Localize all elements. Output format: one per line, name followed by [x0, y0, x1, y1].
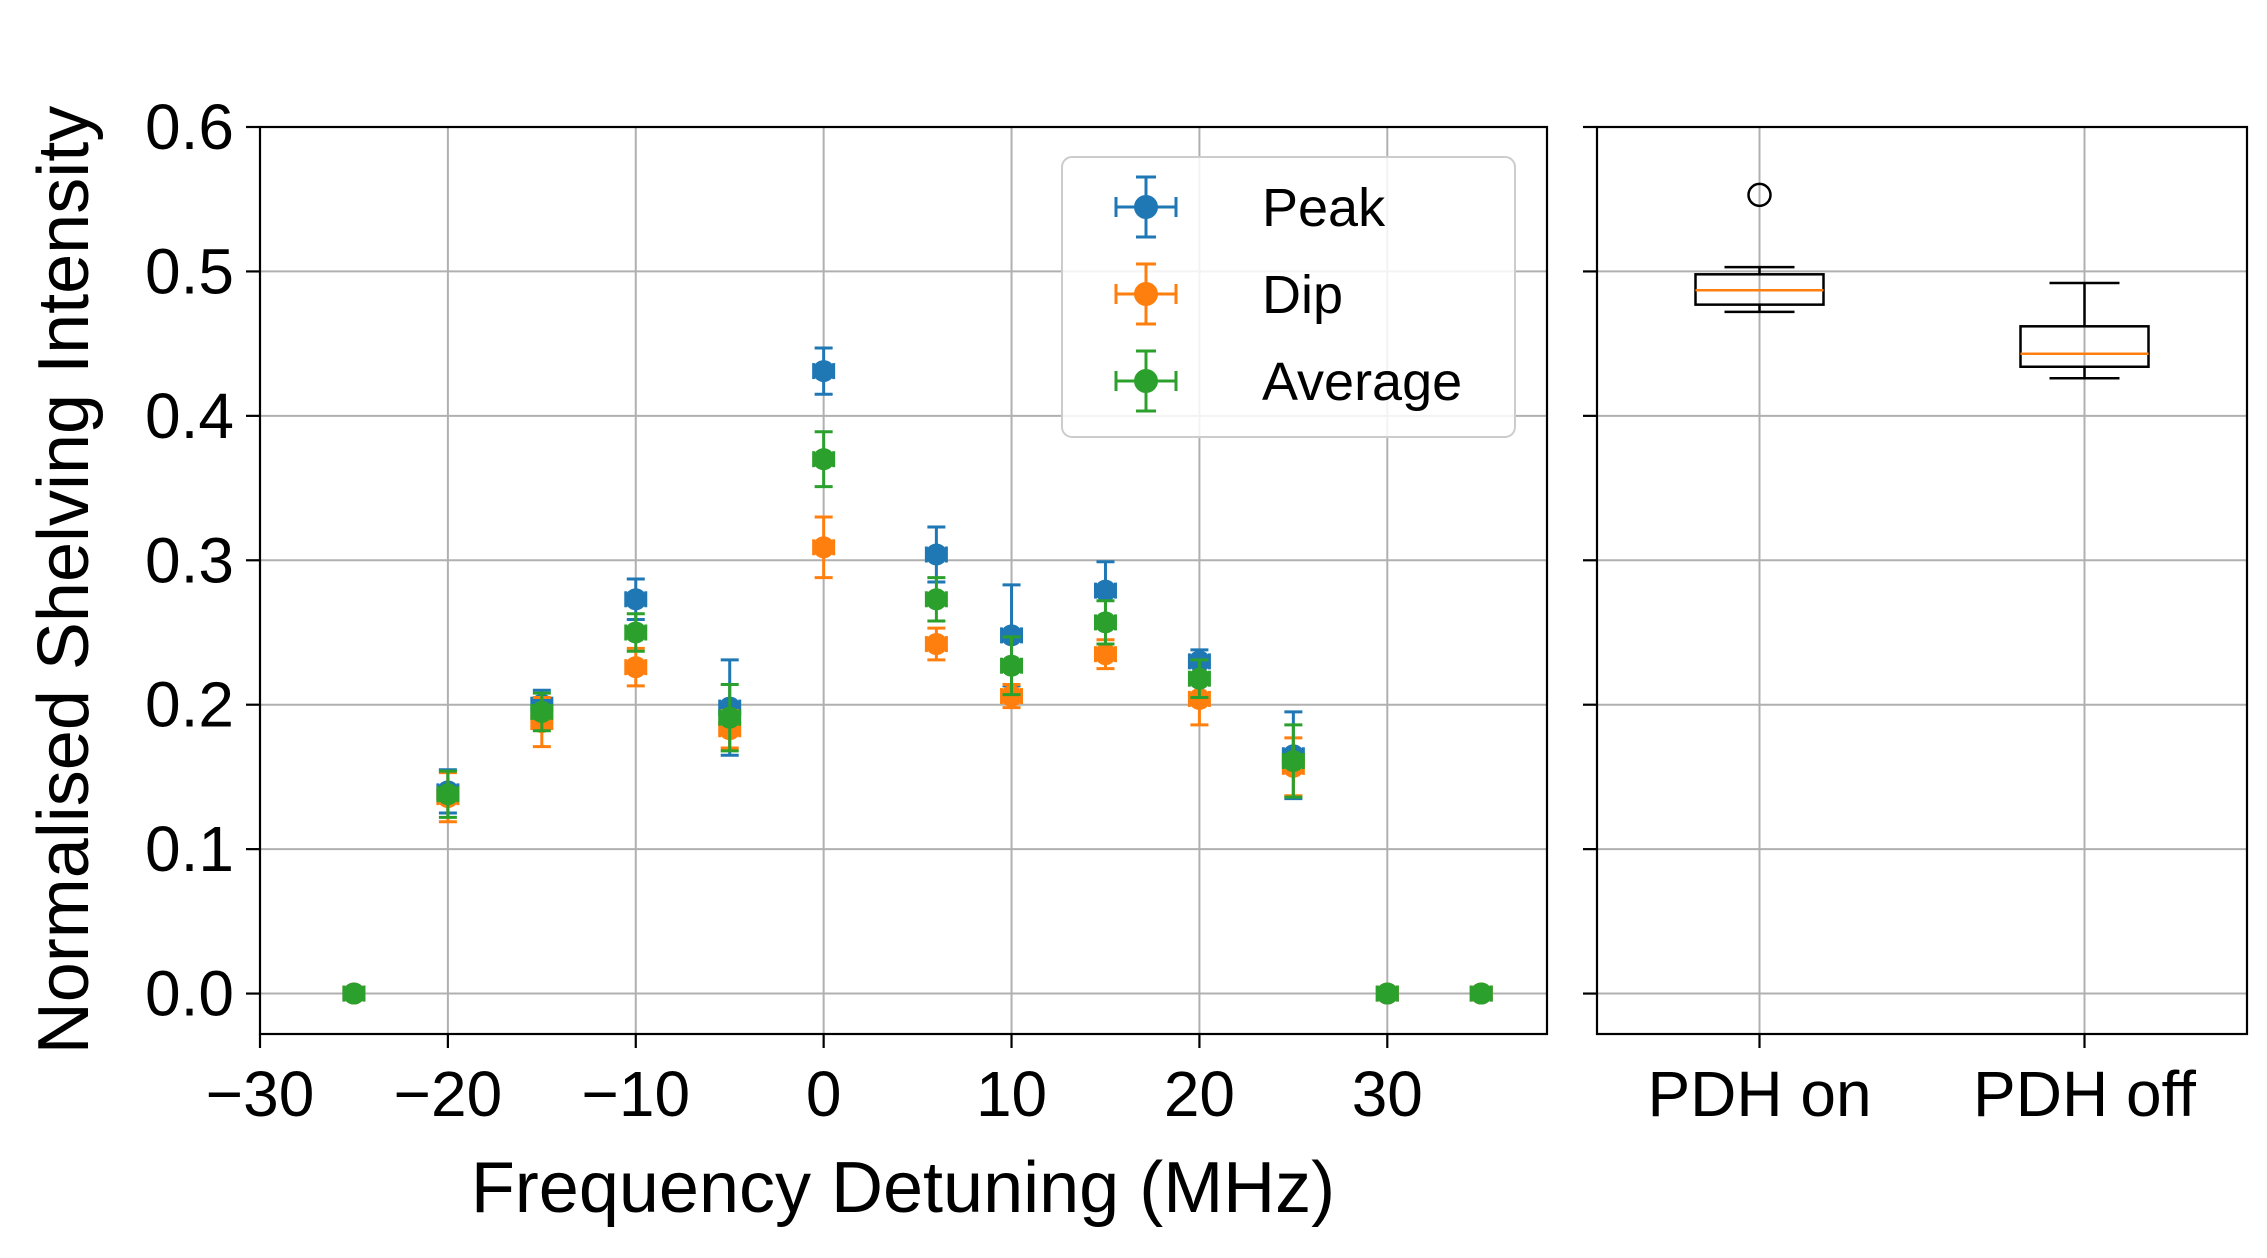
x-tick-label: 30	[1352, 1058, 1423, 1130]
marker	[925, 543, 948, 566]
boxes-layer	[1694, 182, 2150, 380]
data-point	[436, 769, 460, 819]
data-point	[812, 430, 836, 489]
marker	[1376, 982, 1399, 1005]
marker	[718, 706, 741, 729]
data-point	[1093, 599, 1117, 646]
data-point	[1000, 635, 1024, 697]
marker	[342, 982, 365, 1005]
marker	[812, 448, 835, 471]
legend-marker	[1134, 369, 1158, 393]
marker	[1094, 611, 1117, 634]
data-point	[624, 646, 648, 688]
y-tick-label: 0.1	[145, 813, 234, 885]
data-point	[924, 576, 948, 623]
marker	[1282, 750, 1305, 773]
box-0	[1694, 182, 1825, 314]
y-tick-label: 0.5	[145, 235, 234, 307]
data-point	[1281, 723, 1305, 799]
y-axis-label: Normalised Shelving Intensity	[24, 106, 104, 1054]
box-panel: PDH on PDH off	[1583, 125, 2249, 1130]
x-tick-label: −10	[581, 1058, 690, 1130]
legend: Peak Dip Average	[1061, 156, 1516, 438]
marker	[1094, 579, 1117, 602]
marker	[812, 360, 835, 383]
legend-entries: Peak Dip Average	[1114, 175, 1462, 413]
data-point	[530, 691, 554, 733]
series-average	[342, 430, 1493, 1005]
marker	[1094, 643, 1117, 666]
legend-item-peak: Peak	[1114, 175, 1386, 239]
box-body	[2019, 325, 2150, 368]
series-dip	[342, 515, 1493, 1005]
marker	[624, 621, 647, 644]
data-point	[1375, 982, 1399, 1005]
marker	[812, 536, 835, 559]
data-point	[718, 682, 742, 753]
series-layer	[342, 346, 1493, 1005]
marker	[1000, 654, 1023, 677]
data-point	[924, 525, 948, 584]
grid	[1597, 126, 2247, 1034]
legend-box	[1061, 156, 1516, 438]
legend-item-dip: Dip	[1114, 262, 1343, 326]
plot-frame	[1595, 125, 2249, 1036]
x-axis: −30 −20 −10 0 10 20 30	[206, 1034, 1423, 1130]
box-1	[2019, 281, 2150, 380]
legend-marker	[1134, 195, 1158, 219]
x-tick-label: −20	[394, 1058, 503, 1130]
marker	[925, 588, 948, 611]
marker	[530, 700, 553, 723]
legend-label: Dip	[1262, 265, 1343, 325]
marker	[624, 656, 647, 679]
marker	[624, 588, 647, 611]
y-tick-label: 0.6	[145, 91, 234, 163]
x-tick-label: 0	[806, 1058, 842, 1130]
x-tick-label: 20	[1164, 1058, 1235, 1130]
marker	[1188, 667, 1211, 690]
legend-label: Average	[1262, 352, 1462, 412]
marker	[1470, 982, 1493, 1005]
x-axis-label: Frequency Detuning (MHz)	[471, 1148, 1335, 1228]
y-tick-label: 0.0	[145, 958, 234, 1030]
data-point	[342, 982, 366, 1005]
x-tick-label: −30	[206, 1058, 315, 1130]
y-tick-label: 0.2	[145, 669, 234, 741]
series-peak	[342, 346, 1493, 1005]
plot-frame	[258, 125, 1549, 1036]
data-point	[1469, 982, 1493, 1005]
data-point	[1093, 638, 1117, 671]
x-tick-label: 10	[976, 1058, 1047, 1130]
y-axis: 0.0 0.1 0.2 0.3 0.4 0.5 0.6	[145, 91, 260, 1030]
x-tick-label: PDH on	[1647, 1058, 1871, 1130]
data-point	[812, 515, 836, 580]
y-axis	[1583, 125, 1597, 995]
legend-label: Peak	[1262, 178, 1386, 238]
x-tick-label: PDH off	[1973, 1058, 2196, 1130]
data-point	[924, 626, 948, 662]
y-tick-label: 0.4	[145, 380, 234, 452]
outlier-marker	[1747, 182, 1772, 208]
data-point	[624, 612, 648, 653]
data-point	[1187, 658, 1211, 699]
marker	[436, 783, 459, 806]
data-point	[812, 346, 836, 396]
marker	[925, 633, 948, 656]
scatter-panel: −30 −20 −10 0 10 20 30 0.0 0.1 0.2 0.3 0.4 0.5 0.6 F…	[24, 91, 1549, 1228]
x-axis: PDH on PDH off	[1647, 1034, 2196, 1130]
y-tick-label: 0.3	[145, 524, 234, 596]
legend-item-average: Average	[1114, 349, 1462, 413]
legend-marker	[1134, 282, 1158, 306]
